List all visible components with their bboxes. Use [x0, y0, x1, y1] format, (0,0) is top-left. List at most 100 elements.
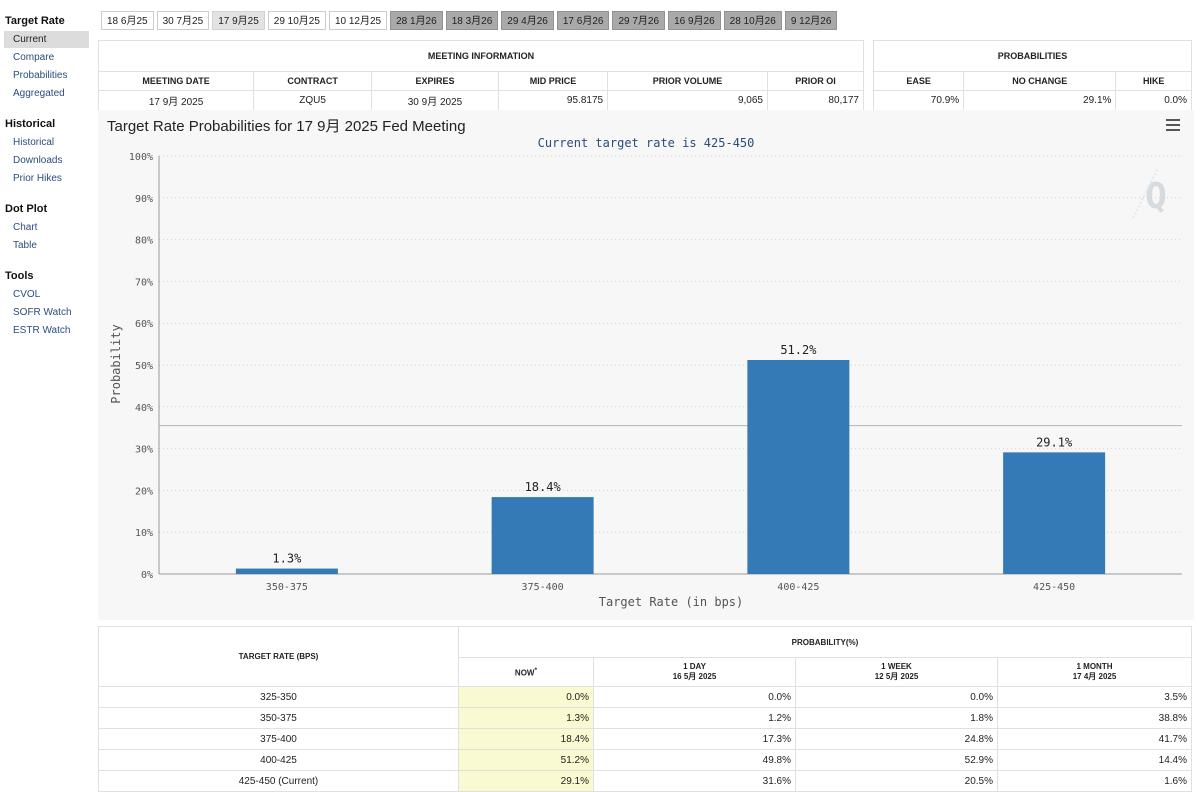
meeting-tab-future[interactable]: 16 9月26 [668, 11, 721, 30]
now-cell: 0.0% [458, 686, 594, 708]
prior-volume-value: 9,065 [607, 90, 768, 111]
col-1-month: 1 MONTH 17 4月 2025 [997, 657, 1192, 687]
sidebar-item-compare[interactable]: Compare [13, 52, 55, 63]
y-tick-label: 60% [135, 319, 153, 330]
sidebar-item-estr-watch[interactable]: ESTR Watch [13, 325, 71, 336]
col-expires: EXPIRES [371, 71, 499, 91]
y-axis-title: Probability [109, 324, 123, 403]
bar-400-425[interactable] [747, 359, 850, 574]
meeting-tab-future[interactable]: 28 10月26 [723, 11, 782, 30]
data-label: 1.3% [272, 552, 302, 566]
sidebar-item-cvol[interactable]: CVOL [13, 289, 41, 300]
y-tick-label: 10% [135, 528, 153, 539]
meeting-tab-future[interactable]: 9 12月26 [784, 11, 838, 30]
week-cell: 24.8% [795, 728, 998, 750]
month-cell: 41.7% [997, 728, 1192, 750]
y-tick-label: 40% [135, 403, 153, 414]
probability-header: PROBABILITY(%) [458, 626, 1192, 658]
meeting-tab[interactable]: 30 7月25 [156, 11, 210, 30]
meeting-tab-selected[interactable]: 17 9月25 [212, 11, 265, 30]
x-tick-label: 350-375 [266, 582, 308, 593]
col-prior-volume: PRIOR VOLUME [607, 71, 768, 91]
col-ease: EASE [872, 71, 965, 91]
col-1-week: 1 WEEK 12 5月 2025 [795, 657, 998, 687]
sidebar-item-historical[interactable]: Historical [13, 137, 55, 148]
data-label: 51.2% [780, 343, 817, 357]
rate-cell: 375-400 [98, 728, 459, 750]
month-cell: 14.4% [997, 749, 1192, 771]
mid-price-value: 95.8175 [497, 90, 609, 111]
meeting-tab-future[interactable]: 28 1月26 [390, 11, 443, 30]
now-cell: 29.1% [458, 770, 594, 792]
meeting-tab-future[interactable]: 29 7月26 [612, 11, 666, 30]
meeting-tab[interactable]: 10 12月25 [328, 11, 388, 30]
y-tick-label: 30% [135, 445, 153, 456]
meeting-tab[interactable]: 29 10月25 [267, 11, 326, 30]
col-now: NOW* [458, 657, 594, 687]
week-cell: 20.5% [795, 770, 998, 792]
sidebar-item-chart[interactable]: Chart [13, 222, 38, 233]
table-row: 325-350 0.0% 0.0% 0.0% 3.5% [98, 686, 1192, 708]
chart-panel: Target Rate Probabilities for 17 9月 2025… [98, 110, 1194, 620]
meeting-tab-future[interactable]: 17 6月26 [556, 11, 610, 30]
sidebar-item-sofr-watch[interactable]: SOFR Watch [13, 307, 72, 318]
y-tick-label: 20% [135, 486, 153, 497]
bar-350-375[interactable] [235, 568, 338, 574]
meeting-tab-future[interactable]: 18 3月26 [445, 11, 499, 30]
meeting-tab[interactable]: 18 6月25 [101, 11, 154, 30]
x-tick-label: 425-450 [1033, 582, 1075, 593]
week-cell: 1.8% [795, 707, 998, 729]
y-tick-label: 100% [129, 152, 153, 163]
col-target-rate: TARGET RATE (BPS) [98, 626, 459, 687]
rate-cell: 425-450 (Current) [98, 770, 459, 792]
col-mid-price: MID PRICE [497, 71, 609, 91]
meeting-tabs: 18 6月25 30 7月25 17 9月25 29 10月25 10 12月2… [101, 11, 838, 30]
sidebar-heading-target-rate: Target Rate [5, 15, 65, 27]
no-change-value: 29.1% [963, 90, 1117, 111]
y-tick-label: 90% [135, 194, 153, 205]
watermark-logo-icon: Q [1132, 167, 1167, 219]
sidebar-item-downloads[interactable]: Downloads [13, 155, 63, 166]
now-cell: 1.3% [458, 707, 594, 729]
bar-375-400[interactable] [491, 497, 594, 574]
day-cell: 49.8% [593, 749, 796, 771]
col-meeting-date: MEETING DATE [97, 71, 255, 91]
probabilities-header: PROBABILITIES [873, 40, 1192, 72]
ease-value: 70.9% [872, 90, 965, 111]
x-tick-label: 375-400 [522, 582, 564, 593]
hamburger-menu-icon[interactable] [1166, 119, 1180, 134]
day-cell: 0.0% [593, 686, 796, 708]
meeting-info-header: MEETING INFORMATION [98, 40, 864, 72]
chart-subtitle: Current target rate is 425-450 [538, 136, 755, 150]
week-cell: 0.0% [795, 686, 998, 708]
rate-cell: 400-425 [98, 749, 459, 771]
sidebar-item-table[interactable]: Table [13, 240, 37, 251]
sidebar-item-probabilities[interactable]: Probabilities [13, 70, 68, 81]
sidebar-heading-tools: Tools [5, 270, 34, 282]
bar-425-450[interactable] [1003, 452, 1106, 574]
sidebar-heading-dot-plot: Dot Plot [5, 203, 48, 215]
day-cell: 1.2% [593, 707, 796, 729]
sidebar-item-prior-hikes[interactable]: Prior Hikes [13, 173, 62, 184]
sidebar-item-current[interactable]: Current [4, 31, 89, 48]
day-cell: 17.3% [593, 728, 796, 750]
col-no-change: NO CHANGE [963, 71, 1117, 91]
rate-cell: 325-350 [98, 686, 459, 708]
y-tick-label: 70% [135, 277, 153, 288]
probability-bar-chart: Current target rate is 425-450 Q 0% 10% 20… [109, 136, 1182, 609]
meeting-tab-future[interactable]: 29 4月26 [501, 11, 554, 30]
chart-title: Target Rate Probabilities for 17 9月 2025… [107, 118, 466, 135]
hike-value: 0.0% [1115, 90, 1192, 111]
y-tick-label: 50% [135, 361, 153, 372]
col-contract: CONTRACT [253, 71, 373, 91]
contract-value: ZQU5 [253, 90, 373, 111]
svg-text:Q: Q [1145, 176, 1167, 217]
sidebar-item-aggregated[interactable]: Aggregated [13, 88, 65, 99]
month-cell: 3.5% [997, 686, 1192, 708]
table-row: 425-450 (Current) 29.1% 31.6% 20.5% 1.6% [98, 770, 1192, 792]
sidebar-heading-historical: Historical [5, 118, 56, 130]
meeting-date-value: 17 9月 2025 [97, 90, 255, 111]
x-axis-title: Target Rate (in bps) [599, 595, 744, 609]
now-cell: 51.2% [458, 749, 594, 771]
probabilities-table: PROBABILITIES EASE NO CHANGE HIKE 70.9% … [872, 40, 1192, 111]
